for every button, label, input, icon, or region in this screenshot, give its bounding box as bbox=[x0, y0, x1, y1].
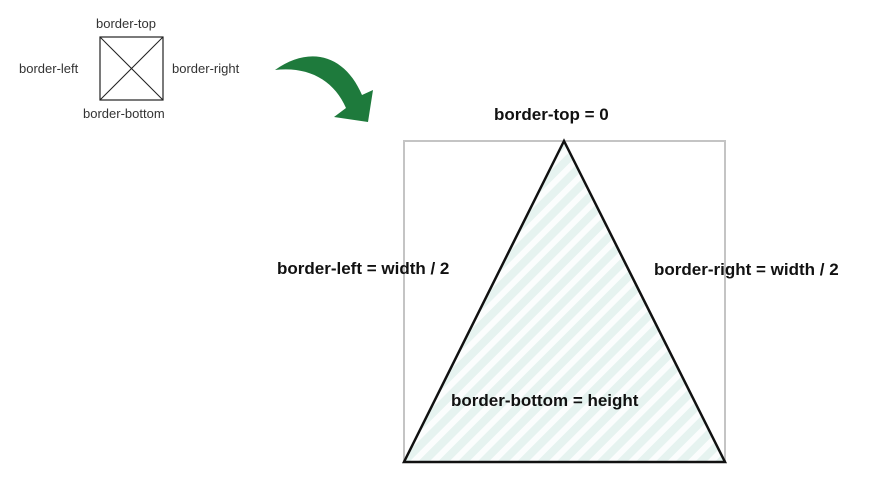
border-triangle bbox=[401, 138, 728, 464]
triangle-top-label: border-top = 0 bbox=[494, 105, 609, 124]
curved-arrow-icon bbox=[275, 56, 373, 122]
small-top-label: border-top bbox=[96, 16, 156, 31]
small-box-outline bbox=[99, 36, 164, 101]
small-right-label: border-right bbox=[172, 61, 240, 76]
triangle-bottom-label: border-bottom = height bbox=[451, 391, 639, 410]
small-box-diagonal-2 bbox=[99, 36, 164, 101]
small-border-box bbox=[99, 36, 164, 101]
small-bottom-label: border-bottom bbox=[83, 106, 165, 121]
small-left-label: border-left bbox=[19, 61, 79, 76]
triangle-left-label: border-left = width / 2 bbox=[277, 259, 450, 278]
triangle-right-label: border-right = width / 2 bbox=[654, 260, 839, 279]
